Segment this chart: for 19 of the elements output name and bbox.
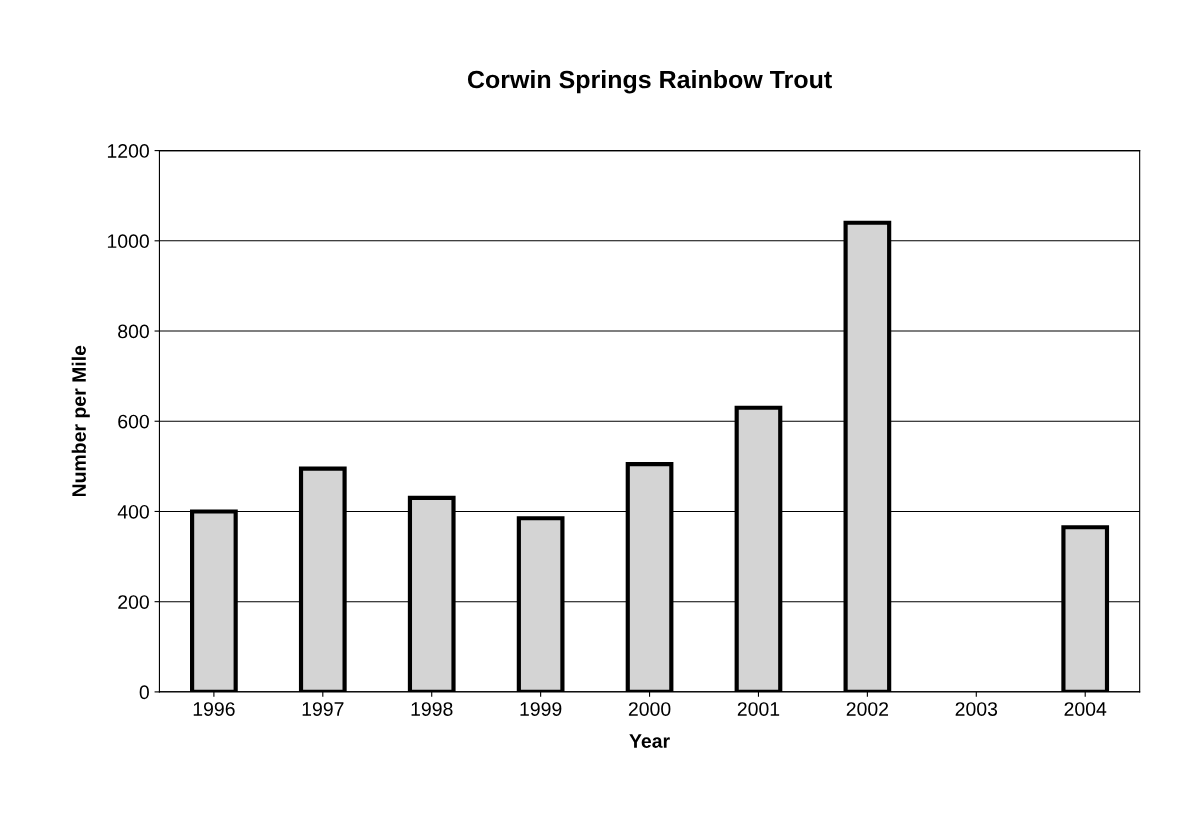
y-tick-label: 600 <box>118 414 149 429</box>
chart-title: Corwin Springs Rainbow Trout <box>467 69 832 94</box>
x-tick-label: 1999 <box>520 702 562 716</box>
y-tick-label: 1200 <box>107 144 149 158</box>
y-tick-label: 0 <box>139 685 149 700</box>
x-tick-label: 1996 <box>193 702 235 716</box>
x-axis-title: Year <box>629 734 670 748</box>
x-tick-label: 2003 <box>955 702 998 716</box>
x-tick-label: 2002 <box>846 702 889 716</box>
y-axis-title: Number per Mile <box>71 345 90 497</box>
y-tick-label: 800 <box>118 324 149 339</box>
x-tick-label: 2000 <box>628 702 671 716</box>
x-tick-label: 1998 <box>411 702 453 716</box>
x-tick-label: 1997 <box>302 702 344 716</box>
y-tick-label: 1000 <box>107 234 149 249</box>
y-tick-label: 400 <box>117 504 149 519</box>
x-tick-label: 2004 <box>1064 702 1107 716</box>
x-tick-label: 2001 <box>737 702 780 716</box>
y-tick-label: 200 <box>118 595 149 609</box>
